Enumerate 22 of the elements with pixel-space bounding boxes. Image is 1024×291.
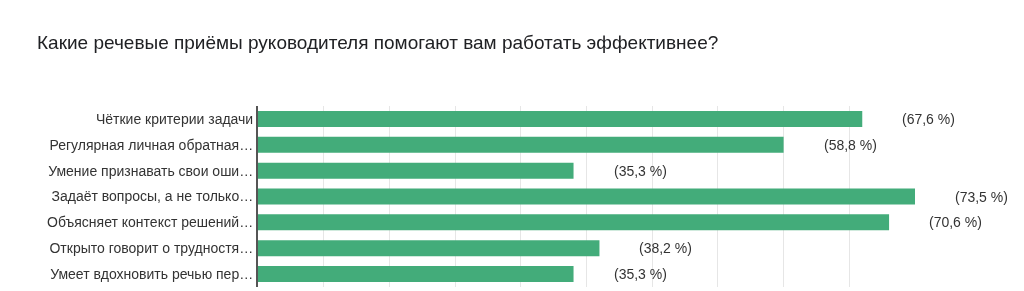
y-tick-label: Задаёт вопросы, а не только… [51,188,254,205]
y-tick-label: Регулярная личная обратная… [49,136,254,153]
y-tick-label: Чёткие критерии задачи [95,110,254,127]
data-label: (73,5 %) [955,189,1008,205]
data-label: (67,6 %) [902,111,955,127]
bar [258,214,890,231]
chart-title: Какие речевые приёмы руководителя помогают вам работать эффективнее? [37,31,719,53]
y-tick-label: Открыто говорит о трудностя… [49,240,254,257]
bar [258,162,574,179]
data-label: (35,3 %) [614,163,667,179]
data-label: (70,6 %) [929,214,982,230]
bar [258,266,574,283]
data-label: (58,8 %) [824,137,877,153]
bar [258,136,784,153]
data-label: (35,3 %) [614,266,667,282]
bar [258,110,863,127]
y-tick-label: Объясняет контекст решений… [47,214,254,231]
y-tick-label: Умеет вдохновить речью пер… [50,265,254,282]
data-label: (38,2 %) [639,240,692,256]
bar [258,188,915,205]
y-tick-label: Умение признавать свои оши… [48,162,254,179]
bar [258,240,600,257]
